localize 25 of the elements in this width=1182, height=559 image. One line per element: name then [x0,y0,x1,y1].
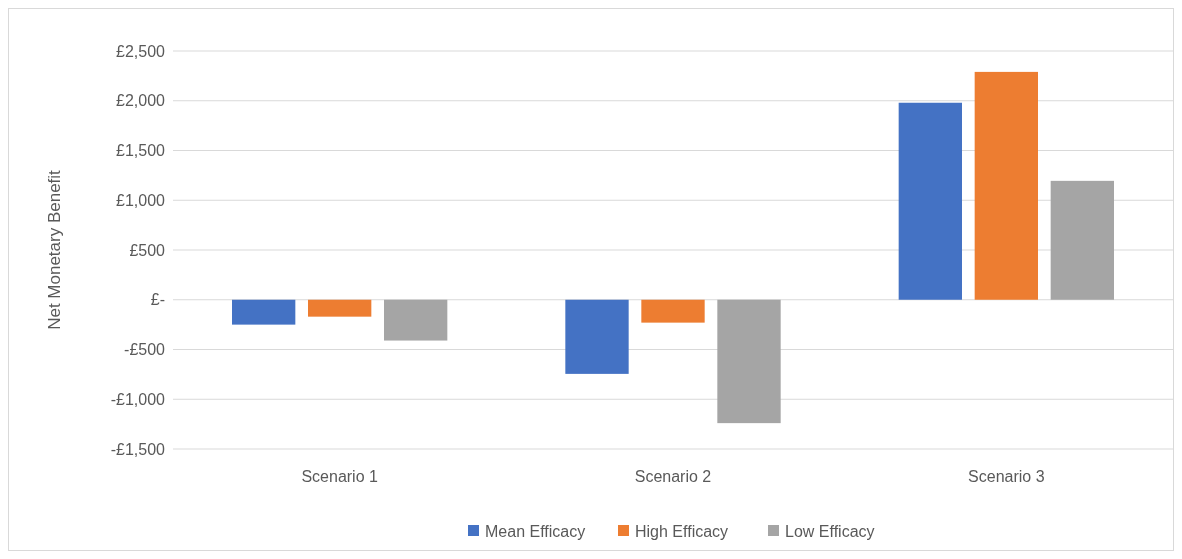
x-tick-label: Scenario 2 [634,468,712,485]
bar [974,71,1038,300]
bar [232,299,296,325]
y-tick-label: £- [150,291,165,309]
legend-label: High Efficacy [635,522,729,540]
bar [308,299,372,317]
x-tick-label: Scenario 1 [301,468,379,485]
y-tick-label: £1,500 [116,142,166,160]
bar [1050,180,1114,300]
bar [565,299,629,374]
legend-label: Low Efficacy [785,522,875,540]
bar [641,299,705,323]
y-tick-label: £2,500 [116,42,166,60]
y-tick-label: -£500 [124,341,166,359]
bar [898,102,962,300]
y-tick-label: £2,000 [116,92,166,110]
bar [717,299,781,424]
bar [384,299,448,341]
y-tick-label: -£1,500 [110,440,166,458]
x-tick-label: Scenario 3 [968,468,1045,485]
y-tick-label: £500 [129,241,166,259]
y-tick-label: £1,000 [116,191,166,209]
legend-label: Mean Efficacy [485,522,586,540]
y-tick-label: -£1,000 [110,390,166,408]
y-axis-title: Net Monetary Benefit [45,169,64,330]
